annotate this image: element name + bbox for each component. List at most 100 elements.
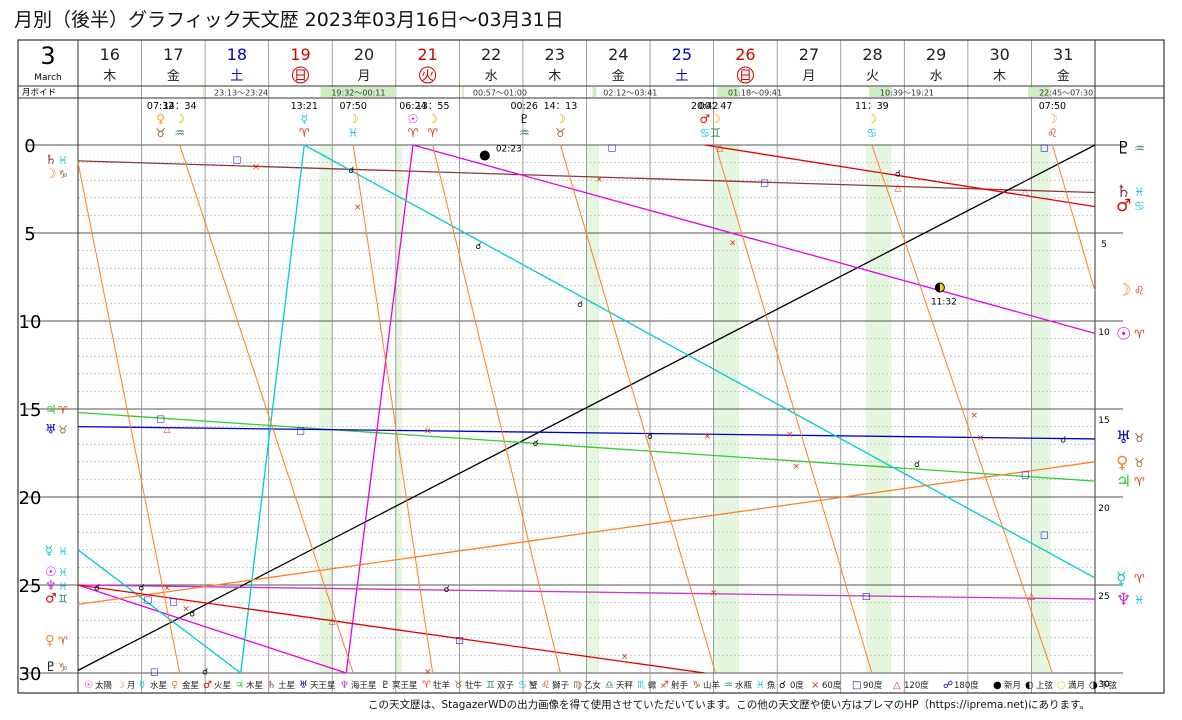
weekday: 木 (993, 69, 1006, 84)
weekday: 月 (802, 69, 815, 84)
left-label-planet: ☽ (45, 167, 57, 182)
weekday: 木 (103, 69, 116, 84)
aspect-mark: □ (1040, 530, 1049, 540)
aspect-mark: × (252, 163, 260, 173)
aspect-mark: × (163, 583, 171, 593)
aspect-mark: □ (156, 414, 165, 424)
aspect-mark: ☌ (475, 242, 481, 252)
right-label-planet: ♅ (1116, 428, 1131, 448)
aspect-mark: △ (329, 617, 336, 627)
ingress-time: 13：55 (416, 101, 450, 112)
weekday: 金 (612, 68, 625, 84)
void-bar (592, 87, 597, 97)
aspect-mark: ☌ (577, 300, 583, 310)
ingress-sign: ♊ (710, 126, 721, 140)
legend-label: 新月 (1004, 680, 1021, 691)
aspect-mark: △ (1022, 187, 1029, 197)
ingress-sign: ♌ (1047, 126, 1058, 140)
series-line (412, 144, 1096, 334)
legend-label: 獅子 (552, 680, 570, 691)
legend-label: 双子 (497, 681, 515, 691)
ingress-planet: ☽ (555, 112, 566, 126)
legend-glyph: ☉ (84, 680, 93, 691)
right-label-sign: ♒ (1134, 142, 1145, 156)
right-label-sign: ♋ (1134, 199, 1145, 213)
legend-label: 満月 (1068, 681, 1085, 691)
aspect-mark: □ (455, 636, 464, 646)
aspect-mark: □ (144, 596, 153, 606)
weekday: 土 (675, 69, 688, 84)
legend-glyph: ♉ (454, 680, 463, 691)
aspect-mark: □ (608, 143, 617, 153)
right-label-planet: ☿ (1116, 569, 1126, 589)
left-label-planet: ♆ (45, 579, 57, 594)
legend-label: 牡羊 (433, 680, 451, 691)
ingress-time: 00：47 (699, 101, 733, 112)
day-number: 24 (608, 45, 628, 64)
ingress-sign: ♈ (427, 126, 438, 140)
ingress-sign: ♋ (867, 126, 878, 140)
left-label-planet: ♇ (45, 660, 57, 675)
legend-label: 蠍 (648, 680, 657, 691)
legend-glyph: ♄ (267, 680, 276, 691)
right-label-planet: ♇ (1116, 139, 1131, 159)
planet-lines (77, 144, 1096, 674)
void-bar (320, 87, 397, 97)
aspect-mark: □ (1021, 471, 1030, 481)
ingress-time: 20:42 (691, 101, 718, 112)
ingress-sign: ♋ (699, 126, 710, 140)
series-line (77, 461, 1096, 606)
moon-phase-mark (479, 150, 490, 161)
legend-label: 射手 (671, 680, 689, 691)
legend-label: 冥王星 (392, 681, 418, 691)
aspect-mark: ☌ (1060, 435, 1066, 445)
legend-glyph: ☌ (779, 680, 786, 691)
day-number: 19 (290, 45, 310, 64)
weekday: 月 (358, 69, 371, 84)
day-number: 21 (417, 45, 437, 64)
page-title: 月別（後半）グラフィック天文歴 2023年03月16日～03月31日 (14, 9, 564, 31)
legend-label: 木星 (246, 680, 263, 691)
day-number: 22 (481, 45, 501, 64)
grid (26, 40, 1123, 693)
y-tick-left: 15 (19, 400, 42, 421)
left-label-planet: ☉ (45, 565, 57, 580)
ingress-planet: ♀ (156, 112, 165, 126)
ingress-time: 14：34 (163, 101, 197, 112)
y-tick-left: 30 (19, 664, 42, 685)
y-tick-right: 30 (1098, 680, 1110, 690)
right-label-planet: ♃ (1116, 472, 1131, 492)
legend-glyph: ☽ (116, 680, 125, 691)
ingress-time: 07:32 (147, 101, 174, 112)
legend-glyph: ♂ (203, 680, 212, 691)
day-number: 20 (354, 45, 374, 64)
series-line (352, 144, 434, 674)
aspect-mark: ☌ (444, 585, 450, 595)
series-line (77, 411, 1096, 482)
ingress-planet: ☽ (710, 112, 721, 126)
legend-label: 90度 (863, 680, 883, 691)
legend-label: 60度 (822, 680, 842, 691)
aspect-mark: △ (1028, 592, 1035, 602)
right-label-sign: ♓ (1134, 593, 1145, 607)
aspect-mark: ☌ (139, 583, 145, 593)
left-label-sign: ♑ (58, 661, 68, 674)
series-line (77, 584, 347, 674)
aspect-mark: □ (169, 597, 178, 607)
holiday-circle (291, 66, 309, 84)
right-label-planet: ♆ (1116, 590, 1131, 610)
legend-label: 太陽 (95, 680, 113, 691)
legend-glyph: ♒ (724, 680, 733, 691)
series-line (240, 144, 305, 674)
aspect-mark: □ (760, 178, 769, 188)
ingress-time: 06:24 (399, 101, 426, 112)
legend-label: 土星 (278, 680, 295, 691)
month-name: March (34, 73, 61, 83)
void-period-label: 00:57～01:00 (473, 89, 527, 98)
legend-glyph: △ (893, 680, 901, 691)
aspect-mark: × (354, 203, 362, 213)
right-label-planet: ♂ (1116, 196, 1131, 216)
legend-label: 0度 (790, 680, 804, 691)
aspect-mark: × (977, 434, 985, 444)
y-tick-left: 10 (19, 312, 42, 333)
